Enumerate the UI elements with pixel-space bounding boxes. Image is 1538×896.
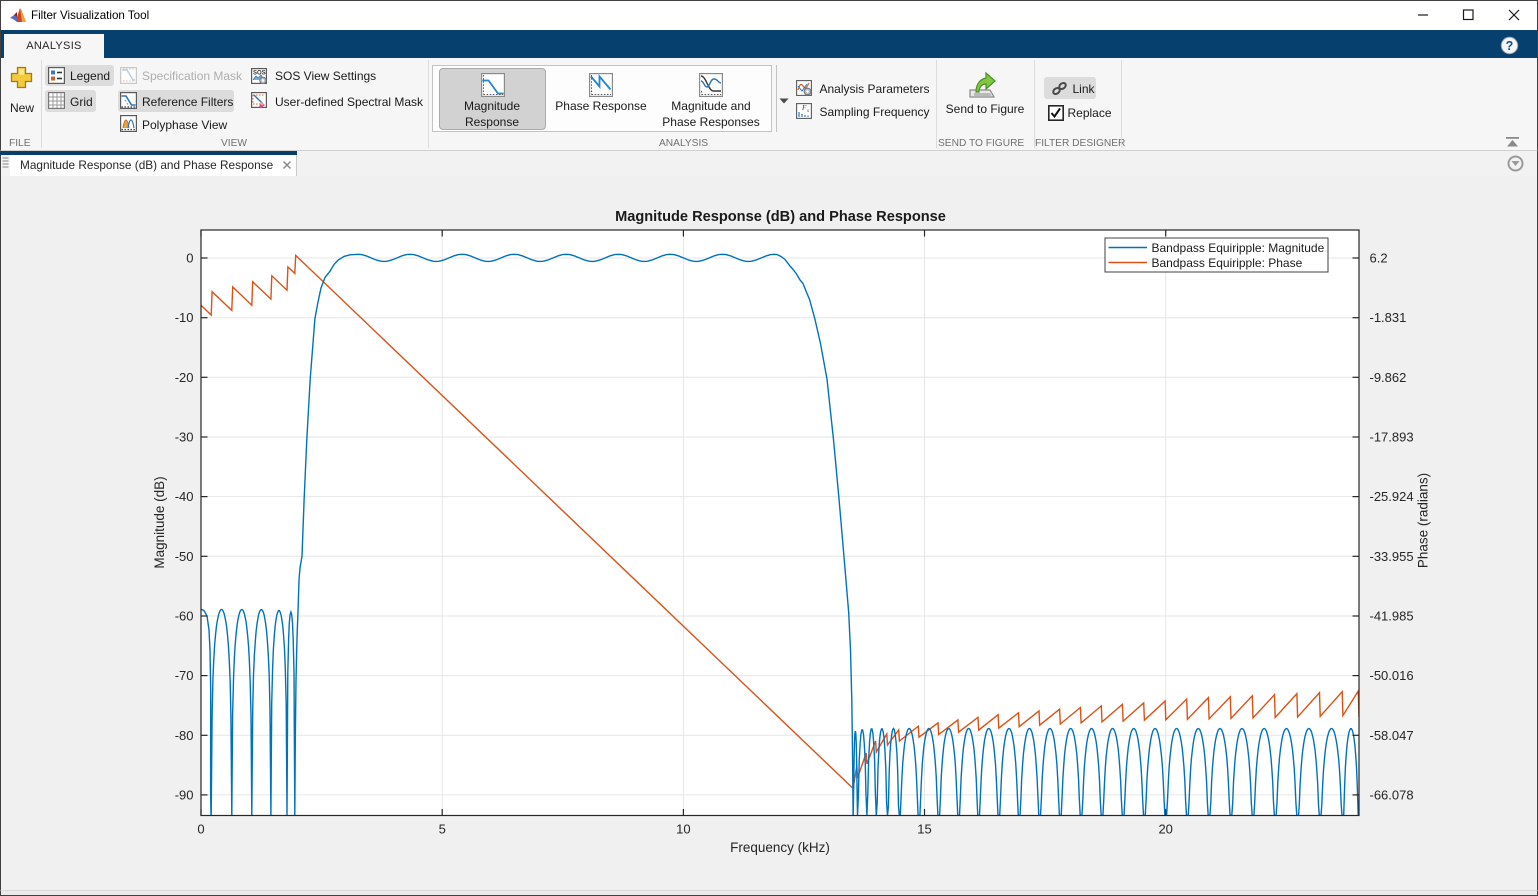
svg-text:-66.078: -66.078 — [1370, 787, 1414, 802]
svg-text:Magnitude (dB): Magnitude (dB) — [152, 476, 167, 568]
svg-text:-90: -90 — [175, 787, 194, 802]
svg-text:F: F — [801, 104, 807, 112]
svg-text:-50.016: -50.016 — [1370, 668, 1414, 683]
svg-text:s: s — [807, 109, 809, 114]
svg-text:5: 5 — [439, 822, 446, 837]
svg-text:-25.924: -25.924 — [1370, 489, 1414, 504]
svg-text:-58.047: -58.047 — [1370, 728, 1414, 743]
svg-text:6.2: 6.2 — [1370, 251, 1388, 266]
svg-text:-40: -40 — [175, 489, 194, 504]
svg-text:-50: -50 — [175, 549, 194, 564]
svg-text:-70: -70 — [175, 668, 194, 683]
svg-text:-20: -20 — [175, 370, 194, 385]
svg-text:0: 0 — [197, 822, 204, 837]
svg-text:-33.955: -33.955 — [1370, 549, 1414, 564]
svg-text:-41.985: -41.985 — [1370, 609, 1414, 624]
svg-text:-30: -30 — [175, 430, 194, 445]
svg-text:-17.893: -17.893 — [1370, 430, 1414, 445]
svg-text:15: 15 — [917, 822, 931, 837]
svg-text:10: 10 — [676, 822, 690, 837]
svg-text:-10: -10 — [175, 310, 194, 325]
svg-text:Frequency (kHz): Frequency (kHz) — [730, 840, 830, 855]
svg-text:?: ? — [1506, 39, 1514, 53]
svg-text:-60: -60 — [175, 609, 194, 624]
svg-text:Phase (radians): Phase (radians) — [1416, 473, 1431, 568]
svg-text:Bandpass Equiripple: Phase: Bandpass Equiripple: Phase — [1152, 256, 1303, 270]
svg-text:Magnitude Response (dB) and Ph: Magnitude Response (dB) and Phase Respon… — [615, 209, 946, 225]
svg-text:Bandpass Equiripple: Magnitude: Bandpass Equiripple: Magnitude — [1152, 241, 1325, 255]
svg-text:0: 0 — [186, 251, 193, 266]
svg-text:-80: -80 — [175, 728, 194, 743]
svg-text:-1.831: -1.831 — [1370, 310, 1407, 325]
svg-text:-9.862: -9.862 — [1370, 370, 1407, 385]
svg-text:20: 20 — [1158, 822, 1172, 837]
svg-text:SOS: SOS — [253, 70, 266, 76]
